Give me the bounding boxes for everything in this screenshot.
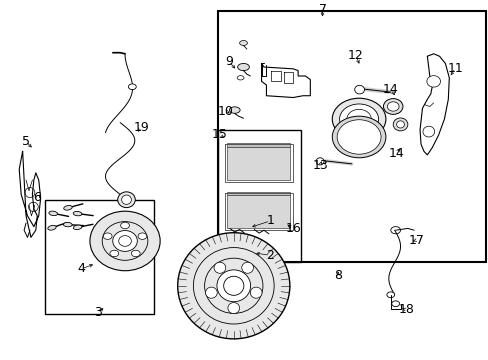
Ellipse shape — [229, 107, 240, 113]
Ellipse shape — [386, 292, 394, 298]
Text: 17: 17 — [407, 234, 423, 247]
Ellipse shape — [138, 233, 146, 239]
Ellipse shape — [331, 116, 385, 158]
Ellipse shape — [354, 85, 364, 94]
Ellipse shape — [386, 102, 398, 111]
Ellipse shape — [227, 302, 239, 314]
Ellipse shape — [113, 230, 137, 251]
Ellipse shape — [383, 99, 402, 114]
Ellipse shape — [48, 225, 56, 230]
Text: 7: 7 — [318, 3, 326, 16]
Ellipse shape — [396, 121, 404, 128]
Ellipse shape — [63, 222, 72, 227]
Ellipse shape — [205, 287, 217, 298]
Text: 13: 13 — [311, 159, 327, 172]
Ellipse shape — [390, 226, 400, 234]
Text: 3: 3 — [94, 306, 102, 319]
Ellipse shape — [237, 63, 249, 71]
Text: 2: 2 — [266, 249, 274, 262]
Text: 5: 5 — [22, 135, 30, 148]
Text: 14: 14 — [382, 83, 398, 96]
Ellipse shape — [426, 76, 440, 87]
Text: 1: 1 — [266, 215, 274, 228]
Ellipse shape — [336, 120, 380, 154]
Ellipse shape — [73, 211, 81, 216]
Bar — [227, 143, 289, 147]
Ellipse shape — [391, 301, 399, 307]
Ellipse shape — [122, 195, 131, 204]
Ellipse shape — [118, 192, 135, 208]
Text: 11: 11 — [447, 62, 462, 75]
Ellipse shape — [217, 270, 250, 302]
Ellipse shape — [119, 235, 131, 246]
Ellipse shape — [90, 211, 160, 271]
Ellipse shape — [177, 233, 289, 339]
Text: 8: 8 — [333, 269, 342, 282]
Ellipse shape — [422, 126, 434, 137]
Text: 12: 12 — [347, 49, 363, 62]
Bar — [227, 192, 289, 195]
Text: 6: 6 — [33, 192, 41, 204]
Ellipse shape — [204, 258, 263, 314]
Text: 18: 18 — [398, 303, 413, 316]
Ellipse shape — [223, 276, 244, 295]
Ellipse shape — [237, 76, 244, 80]
Ellipse shape — [73, 225, 82, 230]
Ellipse shape — [193, 248, 274, 324]
Ellipse shape — [339, 104, 378, 134]
Bar — [217, 130, 300, 262]
Ellipse shape — [239, 41, 247, 45]
Ellipse shape — [316, 158, 324, 165]
Ellipse shape — [346, 109, 370, 129]
Ellipse shape — [49, 211, 58, 216]
Text: 9: 9 — [224, 55, 232, 68]
Ellipse shape — [121, 222, 129, 229]
Ellipse shape — [102, 222, 147, 260]
Text: 4: 4 — [77, 262, 85, 275]
Text: 15: 15 — [211, 127, 226, 141]
Text: 16: 16 — [285, 222, 301, 235]
Bar — [44, 200, 154, 315]
Ellipse shape — [63, 206, 72, 210]
Text: 19: 19 — [133, 121, 149, 134]
Ellipse shape — [392, 118, 407, 131]
Ellipse shape — [331, 98, 385, 140]
Ellipse shape — [214, 262, 225, 273]
Ellipse shape — [241, 262, 253, 273]
Bar — [227, 195, 289, 228]
Ellipse shape — [128, 84, 136, 90]
Text: 14: 14 — [388, 147, 404, 159]
Ellipse shape — [250, 287, 262, 298]
Ellipse shape — [110, 250, 119, 257]
Ellipse shape — [103, 233, 112, 239]
Text: 10: 10 — [218, 105, 233, 118]
Ellipse shape — [131, 250, 140, 257]
Bar — [217, 12, 485, 262]
Bar — [227, 147, 289, 180]
